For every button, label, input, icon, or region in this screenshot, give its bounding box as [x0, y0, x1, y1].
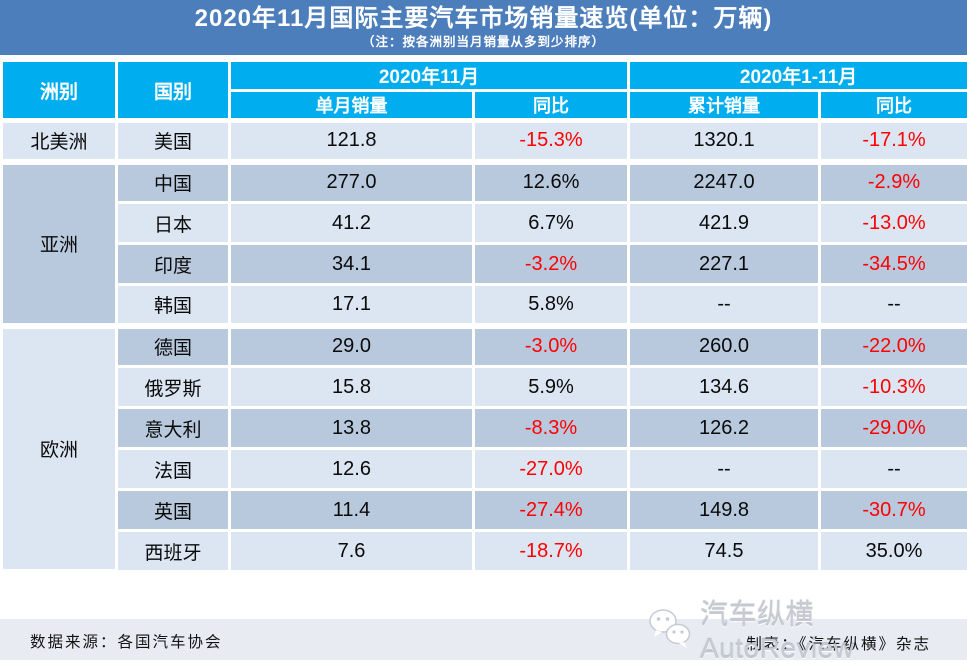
table-row: 亚洲 中国 277.0 12.6% 2247.0 -2.9%	[2, 162, 967, 203]
cumulative-sales-cell: 126.2	[629, 408, 820, 449]
country-cell: 中国	[117, 162, 230, 203]
table-row: 欧洲 德国 29.0 -3.0% 260.0 -22.0%	[2, 326, 967, 367]
monthly-yoy-cell: 5.8%	[474, 285, 629, 326]
cumulative-sales-cell: 227.1	[629, 244, 820, 285]
header-cumulative-sales: 累计销量	[629, 91, 820, 121]
monthly-sales-cell: 277.0	[230, 162, 474, 203]
cumulative-sales-cell: --	[629, 449, 820, 490]
data-source-note: 数据来源：各国汽车协会	[30, 630, 223, 652]
table-row: 日本 41.2 6.7% 421.9 -13.0%	[2, 203, 967, 244]
cumulative-sales-cell: 134.6	[629, 367, 820, 408]
page-title: 2020年11月国际主要汽车市场销量速览(单位：万辆)	[0, 3, 967, 35]
monthly-sales-cell: 29.0	[230, 326, 474, 367]
country-cell: 英国	[117, 490, 230, 531]
table-row: 北美洲 美国 121.8 -15.3% 1320.1 -17.1%	[2, 121, 967, 162]
monthly-sales-cell: 7.6	[230, 531, 474, 572]
country-cell: 俄罗斯	[117, 367, 230, 408]
cumulative-yoy-cell: -30.7%	[820, 490, 967, 531]
continent-cell: 北美洲	[2, 121, 117, 162]
monthly-sales-cell: 15.8	[230, 367, 474, 408]
monthly-sales-cell: 12.6	[230, 449, 474, 490]
cumulative-sales-cell: --	[629, 285, 820, 326]
sales-table: 洲别 国别 2020年11月 2020年1-11月 单月销量 同比 累计销量 同…	[0, 59, 967, 575]
monthly-yoy-cell: -3.2%	[474, 244, 629, 285]
country-cell: 德国	[117, 326, 230, 367]
header-monthly-sales: 单月销量	[230, 91, 474, 121]
monthly-yoy-cell: 5.9%	[474, 367, 629, 408]
cumulative-sales-cell: 421.9	[629, 203, 820, 244]
monthly-sales-cell: 34.1	[230, 244, 474, 285]
monthly-yoy-cell: 6.7%	[474, 203, 629, 244]
header-group-jan-nov: 2020年1-11月	[629, 61, 967, 91]
cumulative-yoy-cell: -17.1%	[820, 121, 967, 162]
cumulative-yoy-cell: -22.0%	[820, 326, 967, 367]
country-cell: 意大利	[117, 408, 230, 449]
table-row: 俄罗斯 15.8 5.9% 134.6 -10.3%	[2, 367, 967, 408]
cumulative-yoy-cell: -13.0%	[820, 203, 967, 244]
table-row: 印度 34.1 -3.2% 227.1 -34.5%	[2, 244, 967, 285]
cumulative-sales-cell: 2247.0	[629, 162, 820, 203]
header-continent: 洲别	[2, 61, 117, 121]
continent-cell: 欧洲	[2, 326, 117, 572]
monthly-yoy-cell: -27.4%	[474, 490, 629, 531]
table-row: 意大利 13.8 -8.3% 126.2 -29.0%	[2, 408, 967, 449]
cumulative-sales-cell: 260.0	[629, 326, 820, 367]
monthly-sales-cell: 11.4	[230, 490, 474, 531]
monthly-sales-cell: 13.8	[230, 408, 474, 449]
monthly-yoy-cell: -27.0%	[474, 449, 629, 490]
country-cell: 西班牙	[117, 531, 230, 572]
title-bar: 2020年11月国际主要汽车市场销量速览(单位：万辆) （注：按各洲别当月销量从…	[0, 0, 967, 55]
table-body: 北美洲 美国 121.8 -15.3% 1320.1 -17.1% 亚洲 中国 …	[2, 121, 967, 572]
monthly-sales-cell: 17.1	[230, 285, 474, 326]
footer-bar: 数据来源：各国汽车协会 制表：《汽车纵横》杂志	[0, 619, 967, 660]
table-row: 法国 12.6 -27.0% -- --	[2, 449, 967, 490]
cumulative-sales-cell: 1320.1	[629, 121, 820, 162]
cumulative-yoy-cell: -2.9%	[820, 162, 967, 203]
monthly-yoy-cell: -3.0%	[474, 326, 629, 367]
monthly-sales-cell: 41.2	[230, 203, 474, 244]
header-cumulative-yoy: 同比	[820, 91, 967, 121]
monthly-sales-cell: 121.8	[230, 121, 474, 162]
monthly-yoy-cell: 12.6%	[474, 162, 629, 203]
table-row: 西班牙 7.6 -18.7% 74.5 35.0%	[2, 531, 967, 572]
table-header: 洲别 国别 2020年11月 2020年1-11月 单月销量 同比 累计销量 同…	[2, 61, 967, 121]
table-row: 英国 11.4 -27.4% 149.8 -30.7%	[2, 490, 967, 531]
continent-cell: 亚洲	[2, 162, 117, 326]
country-cell: 美国	[117, 121, 230, 162]
monthly-yoy-cell: -15.3%	[474, 121, 629, 162]
country-cell: 法国	[117, 449, 230, 490]
header-group-row: 洲别 国别 2020年11月 2020年1-11月	[2, 61, 967, 91]
cumulative-yoy-cell: 35.0%	[820, 531, 967, 572]
country-cell: 韩国	[117, 285, 230, 326]
country-cell: 日本	[117, 203, 230, 244]
cumulative-yoy-cell: -10.3%	[820, 367, 967, 408]
monthly-yoy-cell: -8.3%	[474, 408, 629, 449]
header-country: 国别	[117, 61, 230, 121]
cumulative-yoy-cell: --	[820, 285, 967, 326]
table-row: 韩国 17.1 5.8% -- --	[2, 285, 967, 326]
cumulative-yoy-cell: -34.5%	[820, 244, 967, 285]
cumulative-yoy-cell: --	[820, 449, 967, 490]
header-monthly-yoy: 同比	[474, 91, 629, 121]
monthly-yoy-cell: -18.7%	[474, 531, 629, 572]
credit-note: 制表：《汽车纵横》杂志	[746, 632, 931, 654]
header-group-november: 2020年11月	[230, 61, 629, 91]
cumulative-sales-cell: 74.5	[629, 531, 820, 572]
cumulative-sales-cell: 149.8	[629, 490, 820, 531]
page-subtitle: （注：按各洲别当月销量从多到少排序）	[0, 35, 967, 50]
cumulative-yoy-cell: -29.0%	[820, 408, 967, 449]
country-cell: 印度	[117, 244, 230, 285]
